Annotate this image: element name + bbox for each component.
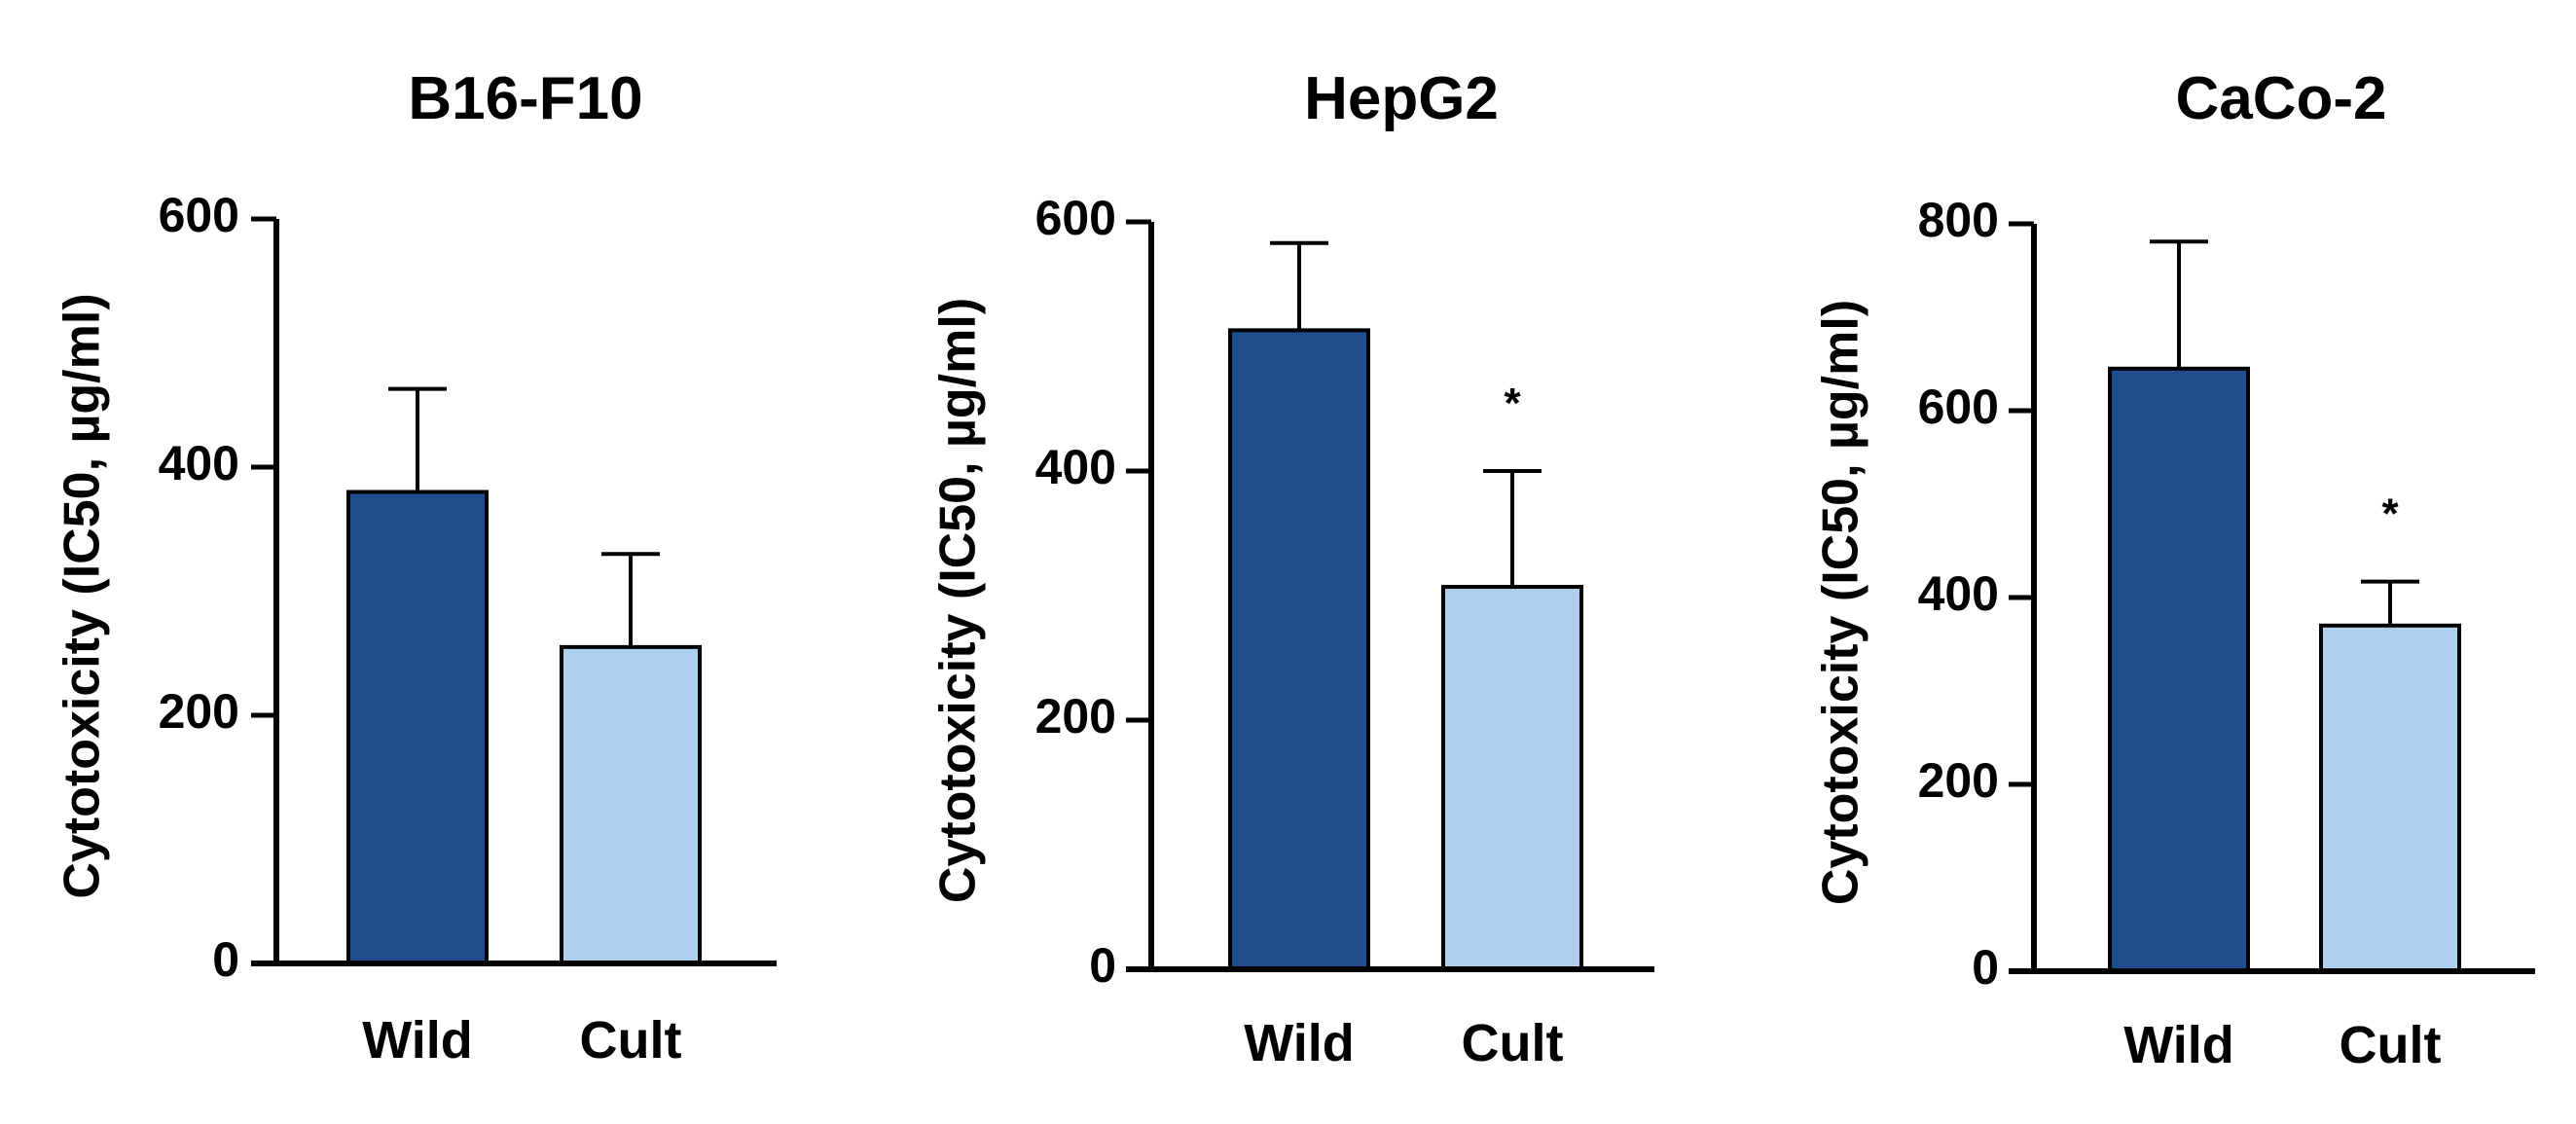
y-tick-label: 0: [212, 932, 239, 987]
y-tick-label: 600: [1035, 191, 1116, 245]
y-tick-label: 400: [159, 436, 239, 490]
x-tick-label: Cult: [2340, 1016, 2442, 1074]
chart-title: B16-F10: [408, 65, 642, 132]
bar-wild: [346, 489, 489, 965]
bar-cult: [2319, 623, 2461, 973]
y-tick-label: 0: [1089, 938, 1116, 993]
x-tick-label: Wild: [1244, 1014, 1354, 1072]
y-axis-label: Cytotoxicity (IC50, µg/ml): [54, 293, 111, 898]
y-tick-label: 0: [1972, 940, 1999, 995]
significance-marker: *: [2381, 490, 2399, 538]
x-tick-label: Wild: [362, 1011, 472, 1070]
x-tick-label: Cult: [1462, 1014, 1564, 1072]
bar-wild: [2108, 366, 2250, 973]
bar-cult: [1441, 585, 1583, 971]
y-tick-label: 200: [1918, 753, 1999, 808]
y-tick-label: 600: [1918, 380, 1999, 434]
y-tick-label: 400: [1035, 440, 1116, 494]
chart-title: CaCo-2: [2175, 65, 2386, 132]
y-tick-label: 600: [159, 188, 239, 242]
y-tick-label: 800: [1918, 193, 1999, 247]
y-tick-label: 400: [1918, 566, 1999, 621]
x-tick-label: Wild: [2123, 1016, 2233, 1074]
x-tick-label: Cult: [580, 1011, 682, 1070]
bar-cult: [560, 644, 702, 965]
chart-panel-1: B16-F10 Cytotoxicity (IC50, µg/ml) Wild Cul…: [54, 65, 777, 1070]
chart-title: HepG2: [1304, 65, 1499, 132]
y-tick-label: 200: [1035, 689, 1116, 743]
y-axis-label: Cytotoxicity (IC50, µg/ml): [930, 298, 987, 903]
bar-wild: [1228, 328, 1370, 971]
y-tick-label: 200: [159, 684, 239, 739]
significance-marker: *: [1504, 380, 1521, 427]
chart-panel-2: HepG2 Cytotoxicity (IC50, µg/ml) Wild * Cult…: [930, 65, 1654, 1072]
chart-panel-3: CaCo-2 Cytotoxicity (IC50, µg/ml) Wild * Cul…: [1813, 65, 2535, 1074]
y-axis-label: Cytotoxicity (IC50, µg/ml): [1813, 300, 1869, 905]
